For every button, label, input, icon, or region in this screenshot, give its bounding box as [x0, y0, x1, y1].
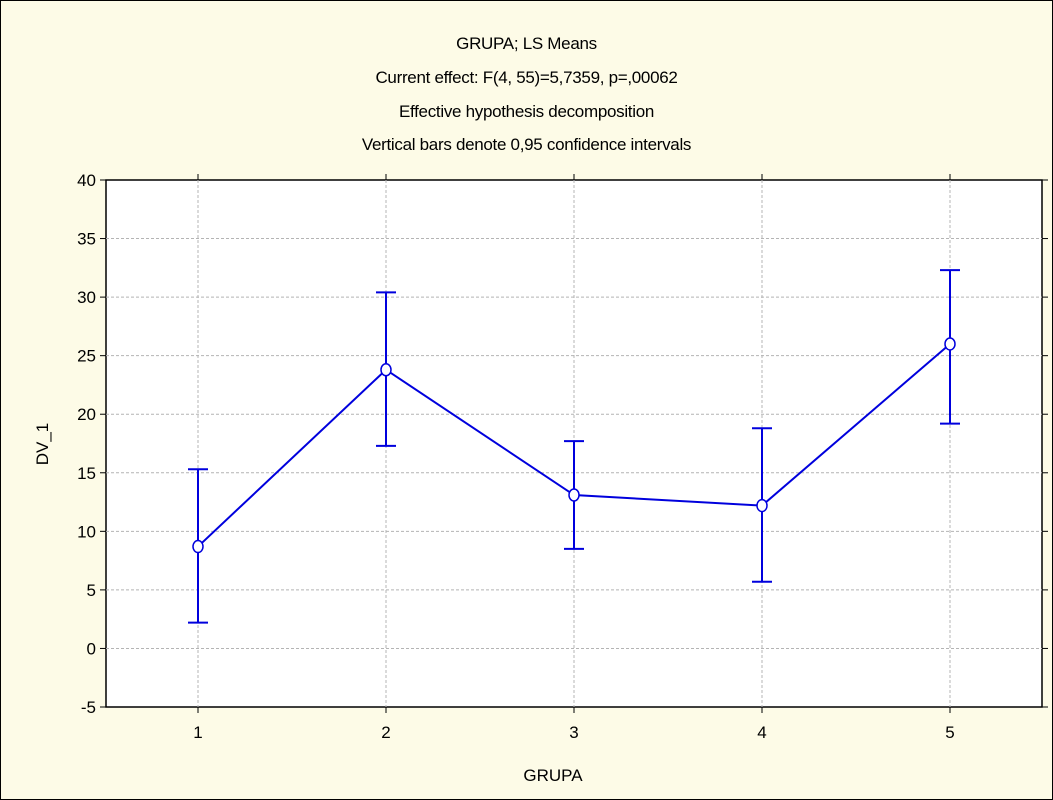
y-tick-label: -5 [81, 698, 96, 717]
x-tick-label: 1 [193, 723, 202, 742]
y-tick-label: 30 [77, 288, 96, 307]
data-point [944, 337, 956, 351]
y-tick-label: 20 [77, 405, 96, 424]
data-point [380, 362, 392, 377]
data-point [192, 539, 204, 554]
y-tick-label: 25 [77, 347, 96, 366]
y-tick-label: 15 [77, 464, 96, 483]
x-axis-ticks: 1 2 3 4 5 [193, 174, 955, 742]
data-point [756, 498, 768, 513]
y-tick-label: 0 [87, 639, 96, 658]
y-tick-label: 40 [77, 171, 96, 190]
chart-subtitle-ci-note: Vertical bars denote 0,95 confidence int… [361, 135, 692, 154]
series-layer [188, 269, 960, 624]
x-tick-label: 2 [381, 723, 390, 742]
chart-subtitle-effect: Current effect: F(4, 55)=5,7359, p=,0006… [375, 68, 678, 87]
chart-title: GRUPA; LS Means [456, 34, 597, 53]
grid-lines [106, 180, 1042, 707]
x-tick-label: 5 [945, 723, 954, 742]
x-tick-label: 3 [569, 723, 578, 742]
y-axis-ticks: -5 0 5 10 15 20 25 30 35 40 [77, 171, 1048, 717]
data-point [568, 488, 580, 502]
y-tick-label: 5 [87, 581, 96, 600]
y-tick-label: 35 [77, 230, 96, 249]
y-tick-label: 10 [77, 522, 96, 541]
x-tick-label: 4 [757, 723, 766, 742]
chart-subtitle-decomposition: Effective hypothesis decomposition [398, 102, 655, 121]
y-axis-label: DV_1 [33, 423, 52, 466]
x-axis-label: GRUPA [523, 766, 583, 785]
